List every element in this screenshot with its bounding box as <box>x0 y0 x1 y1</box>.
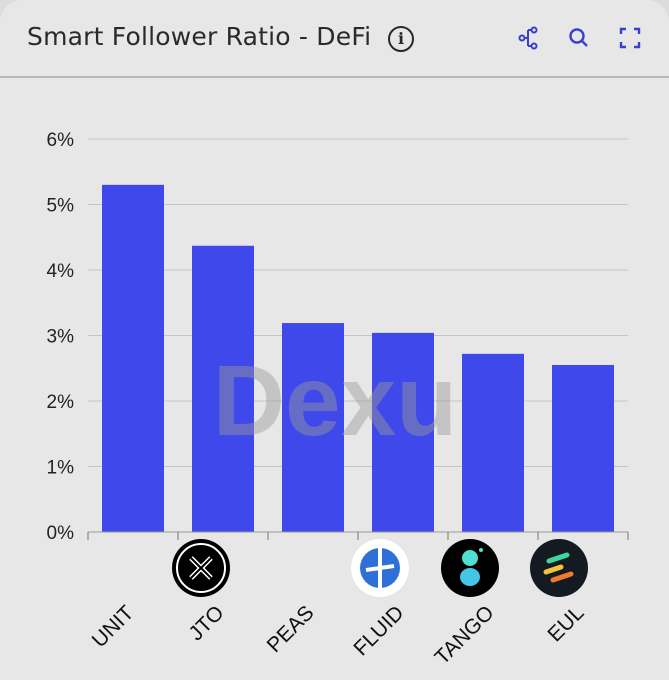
x-tick-label: EUL <box>543 601 588 646</box>
bar-tango <box>462 353 524 532</box>
x-tick-label: FLUID <box>349 601 408 660</box>
fluid-logo-icon <box>351 539 409 597</box>
info-icon[interactable]: i <box>388 26 414 52</box>
chart-header: Smart Follower Ratio - DeFi i <box>0 0 669 78</box>
tango-logo-icon <box>441 539 499 597</box>
y-tick-label: 3% <box>47 327 75 348</box>
y-tick-label: 6% <box>47 130 75 151</box>
x-tick-label: PEAS <box>263 601 319 657</box>
chart-title: Smart Follower Ratio - DeFi <box>27 22 372 51</box>
jto-logo-icon <box>172 539 230 597</box>
bar-peas <box>282 323 344 532</box>
bar-eul <box>552 364 614 532</box>
y-tick-label: 2% <box>47 392 75 413</box>
y-tick-label: 4% <box>47 261 75 282</box>
y-tick-label: 1% <box>47 458 75 479</box>
eul-logo-icon <box>530 539 588 597</box>
x-tick-label: TANGO <box>431 601 499 669</box>
y-tick-label: 5% <box>47 196 75 217</box>
fullscreen-icon[interactable] <box>618 26 642 50</box>
x-tick-label: UNIT <box>88 601 139 652</box>
bar-unit <box>102 184 164 532</box>
bar-jto <box>192 245 254 532</box>
y-tick-label: 0% <box>47 523 75 544</box>
bar-fluid <box>372 332 434 532</box>
zoom-icon[interactable] <box>567 26 591 50</box>
share-nodes-icon[interactable] <box>517 26 541 50</box>
x-tick-label: JTO <box>184 601 228 645</box>
